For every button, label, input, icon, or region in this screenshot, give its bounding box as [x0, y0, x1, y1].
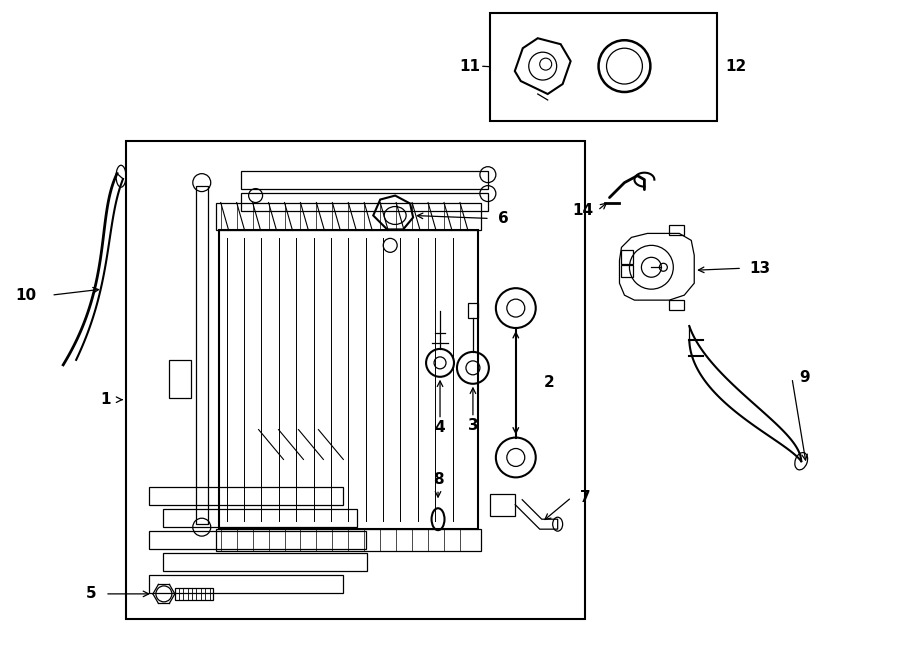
Bar [670, 225, 684, 235]
Bar [240, 171, 488, 188]
Bar [216, 529, 481, 551]
Text: 7: 7 [580, 490, 590, 505]
Text: 12: 12 [725, 59, 746, 73]
Bar [240, 192, 488, 210]
Text: 14: 14 [572, 203, 594, 218]
Bar [126, 141, 585, 619]
Bar [163, 553, 367, 571]
Text: 11: 11 [459, 59, 480, 73]
Text: 2: 2 [544, 375, 554, 390]
Text: 10: 10 [15, 288, 36, 303]
Bar [468, 303, 478, 318]
Bar [490, 494, 515, 516]
Text: 6: 6 [498, 211, 508, 226]
Text: 3: 3 [468, 418, 478, 433]
Text: 9: 9 [799, 370, 809, 385]
Text: 8: 8 [433, 473, 444, 487]
Bar [148, 531, 366, 549]
Circle shape [540, 58, 552, 70]
Bar [148, 487, 343, 505]
Text: 4: 4 [435, 420, 446, 435]
Bar [216, 202, 481, 231]
Text: 5: 5 [86, 586, 96, 602]
Bar [622, 265, 634, 277]
Text: 13: 13 [749, 260, 770, 276]
Bar [148, 575, 343, 593]
Bar [196, 186, 208, 524]
Bar [670, 300, 684, 310]
Bar [622, 251, 634, 264]
Bar [490, 13, 717, 121]
Bar [175, 588, 212, 600]
Text: 1: 1 [101, 392, 111, 407]
Bar [163, 509, 357, 527]
Bar [219, 231, 478, 529]
Bar [169, 360, 191, 398]
